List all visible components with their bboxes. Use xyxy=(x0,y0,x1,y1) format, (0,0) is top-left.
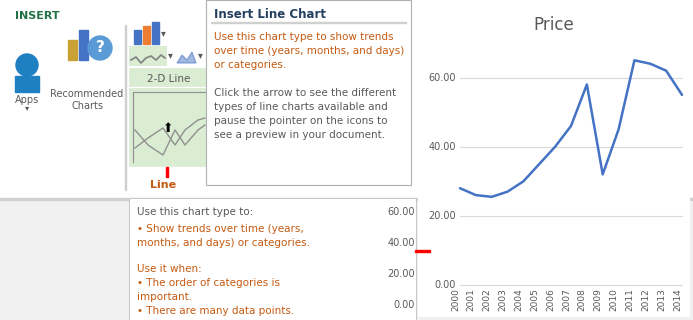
Bar xyxy=(0,198,693,200)
Text: 2010: 2010 xyxy=(610,288,619,311)
Bar xyxy=(15,76,39,92)
Text: ▾: ▾ xyxy=(198,50,202,60)
Text: • Show trends over time (years,
months, and days) or categories.: • Show trends over time (years, months, … xyxy=(137,224,310,248)
Bar xyxy=(143,26,150,44)
Text: Use it when:
• The order of categories is
important.
• There are many data point: Use it when: • The order of categories i… xyxy=(137,264,295,316)
Text: Apps: Apps xyxy=(15,95,39,105)
Text: ⬆: ⬆ xyxy=(163,122,173,134)
Polygon shape xyxy=(177,52,196,63)
Text: 60.00: 60.00 xyxy=(428,73,456,83)
Text: 40.00: 40.00 xyxy=(428,142,456,152)
Text: Use this chart type to show trends
over time (years, months, and days)
or catego: Use this chart type to show trends over … xyxy=(214,32,404,70)
Text: ▾: ▾ xyxy=(168,50,173,60)
Bar xyxy=(176,46,196,66)
Text: 20.00: 20.00 xyxy=(428,211,456,221)
Bar xyxy=(5,0,70,24)
Bar xyxy=(206,0,411,185)
Bar xyxy=(129,88,209,166)
Bar xyxy=(134,30,141,44)
Text: ▾: ▾ xyxy=(25,103,29,113)
Text: Click the arrow to see the different
types of line charts available and
pause th: Click the arrow to see the different typ… xyxy=(214,88,396,140)
Text: 2001: 2001 xyxy=(467,288,476,311)
Text: 20.00: 20.00 xyxy=(387,269,415,279)
Text: Price: Price xyxy=(534,16,574,34)
Bar xyxy=(125,25,126,190)
Text: ▾: ▾ xyxy=(161,28,166,38)
Text: Line: Line xyxy=(150,180,176,190)
Text: 2004: 2004 xyxy=(514,288,523,311)
Bar xyxy=(166,167,168,177)
Bar xyxy=(152,22,159,44)
Text: 2000: 2000 xyxy=(451,288,460,311)
Bar xyxy=(129,68,209,86)
Bar xyxy=(418,3,690,317)
Text: 2013: 2013 xyxy=(657,288,666,311)
Bar xyxy=(0,0,693,200)
Circle shape xyxy=(16,54,38,76)
Text: 2003: 2003 xyxy=(498,288,507,311)
Text: 2002: 2002 xyxy=(483,288,492,311)
Text: 2008: 2008 xyxy=(578,288,587,311)
Bar xyxy=(79,30,88,60)
Text: 2-D Line: 2-D Line xyxy=(148,74,191,84)
Text: 0.00: 0.00 xyxy=(435,280,456,290)
Bar xyxy=(211,22,406,23)
Text: 2006: 2006 xyxy=(546,288,555,311)
Bar xyxy=(415,250,430,252)
Text: 2011: 2011 xyxy=(625,288,634,311)
Text: ?: ? xyxy=(96,41,105,55)
Text: 2007: 2007 xyxy=(562,288,571,311)
Text: Insert Line Chart: Insert Line Chart xyxy=(214,7,326,20)
Text: 2012: 2012 xyxy=(641,288,650,311)
Text: 2014: 2014 xyxy=(673,288,682,311)
Text: 2009: 2009 xyxy=(594,288,603,311)
Text: Use this chart type to:: Use this chart type to: xyxy=(137,207,253,217)
Text: Recommended
Charts: Recommended Charts xyxy=(51,89,123,111)
Bar xyxy=(129,46,167,66)
Circle shape xyxy=(88,36,112,60)
Text: 0.00: 0.00 xyxy=(394,300,415,310)
Text: 40.00: 40.00 xyxy=(387,238,415,248)
Text: 2005: 2005 xyxy=(530,288,539,311)
Bar xyxy=(68,40,77,60)
Text: 60.00: 60.00 xyxy=(387,207,415,217)
Text: INSERT: INSERT xyxy=(15,11,60,21)
Bar xyxy=(129,198,416,320)
